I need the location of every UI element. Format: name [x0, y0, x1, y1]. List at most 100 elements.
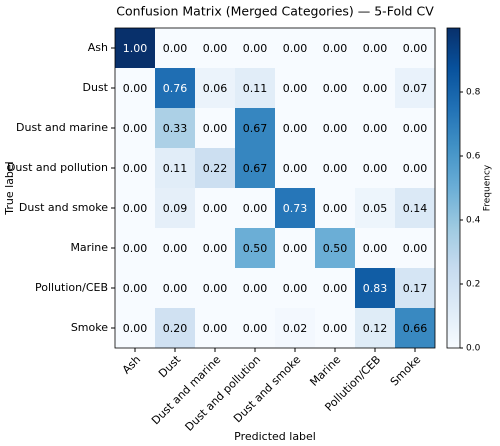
cell-label: 0.00 [363, 122, 388, 135]
cell [195, 148, 235, 188]
chart-title: Confusion Matrix (Merged Categories) — 5… [116, 4, 434, 19]
cell [355, 28, 395, 68]
cell [155, 68, 195, 108]
cell-label: 0.00 [283, 242, 308, 255]
cell [195, 68, 235, 108]
cell-label: 0.00 [323, 82, 348, 95]
cell-label: 0.17 [403, 282, 428, 295]
cell [315, 188, 355, 228]
cell-label: 0.50 [323, 242, 348, 255]
cell [355, 148, 395, 188]
cell [115, 268, 155, 308]
cell-label: 0.00 [123, 82, 148, 95]
y-tick-label: Pollution/CEB [35, 281, 108, 294]
cell [315, 148, 355, 188]
cell [195, 188, 235, 228]
cell-label: 0.00 [203, 202, 228, 215]
x-tick-label: Smoke [388, 353, 424, 389]
cell [155, 148, 195, 188]
cell-label: 0.00 [163, 242, 188, 255]
cell [395, 268, 435, 308]
cell-label: 0.00 [203, 122, 228, 135]
cell-label: 0.00 [203, 42, 228, 55]
cell [275, 228, 315, 268]
cell [355, 308, 395, 348]
cell [115, 228, 155, 268]
cell [115, 68, 155, 108]
cell-label: 0.11 [243, 82, 268, 95]
y-tick-label: Smoke [71, 321, 108, 334]
cell [355, 268, 395, 308]
cell [115, 188, 155, 228]
cell-label: 0.00 [363, 242, 388, 255]
y-tick-label: Marine [70, 241, 108, 254]
cell-label: 1.00 [123, 42, 148, 55]
cell [275, 108, 315, 148]
cell [235, 28, 275, 68]
cell-label: 0.66 [403, 322, 428, 335]
cell-label: 0.00 [283, 122, 308, 135]
cell-label: 0.11 [163, 162, 188, 175]
cell [155, 108, 195, 148]
cell [395, 28, 435, 68]
cell-label: 0.00 [123, 242, 148, 255]
cell [315, 108, 355, 148]
cell [275, 68, 315, 108]
x-axis-label: Predicted label [234, 430, 316, 443]
cell [195, 308, 235, 348]
cell-label: 0.09 [163, 202, 188, 215]
colorbar-tick-label: 0.6 [466, 152, 481, 162]
colorbar-tick-label: 0.0 [466, 344, 481, 354]
cell [315, 28, 355, 68]
x-tick-label: Ash [120, 353, 144, 377]
cell [315, 228, 355, 268]
y-tick-label: Ash [88, 41, 108, 54]
cell-label: 0.00 [363, 42, 388, 55]
cell-label: 0.00 [283, 282, 308, 295]
cell-label: 0.33 [163, 122, 188, 135]
cell [115, 308, 155, 348]
cell-label: 0.00 [323, 122, 348, 135]
cell-label: 0.00 [323, 282, 348, 295]
cell [395, 148, 435, 188]
x-tick-label: Dust and marine [149, 353, 223, 427]
cell-label: 0.00 [403, 162, 428, 175]
cell-label: 0.00 [123, 322, 148, 335]
cell-label: 0.83 [363, 282, 388, 295]
cell-label: 0.00 [363, 82, 388, 95]
cell-label: 0.22 [203, 162, 228, 175]
colorbar-label: Frequency [483, 164, 493, 211]
cell-label: 0.67 [243, 162, 268, 175]
cell-label: 0.00 [203, 322, 228, 335]
cell-label: 0.12 [363, 322, 388, 335]
cell-label: 0.02 [283, 322, 308, 335]
cell [235, 68, 275, 108]
y-tick-label: Dust and pollution [7, 161, 108, 174]
cell [395, 228, 435, 268]
cell [275, 268, 315, 308]
cell [315, 268, 355, 308]
cell [355, 108, 395, 148]
cell [235, 308, 275, 348]
cell [155, 268, 195, 308]
cell-label: 0.00 [403, 42, 428, 55]
cell-label: 0.00 [123, 162, 148, 175]
cell-label: 0.67 [243, 122, 268, 135]
cell [315, 68, 355, 108]
cell [195, 28, 235, 68]
colorbar-tick-label: 0.4 [466, 216, 481, 226]
cell-label: 0.00 [283, 82, 308, 95]
colorbar-tick-label: 0.8 [466, 88, 481, 98]
cell [315, 308, 355, 348]
cell [195, 228, 235, 268]
cell-label: 0.00 [403, 242, 428, 255]
colorbar [446, 27, 461, 349]
x-tick-label: Dust [156, 353, 184, 381]
cell-label: 0.00 [203, 282, 228, 295]
cell [275, 28, 315, 68]
plot-frame [114, 27, 436, 349]
cell-label: 0.20 [163, 322, 188, 335]
cell [355, 68, 395, 108]
cell-label: 0.00 [323, 202, 348, 215]
cell-label: 0.07 [403, 82, 428, 95]
